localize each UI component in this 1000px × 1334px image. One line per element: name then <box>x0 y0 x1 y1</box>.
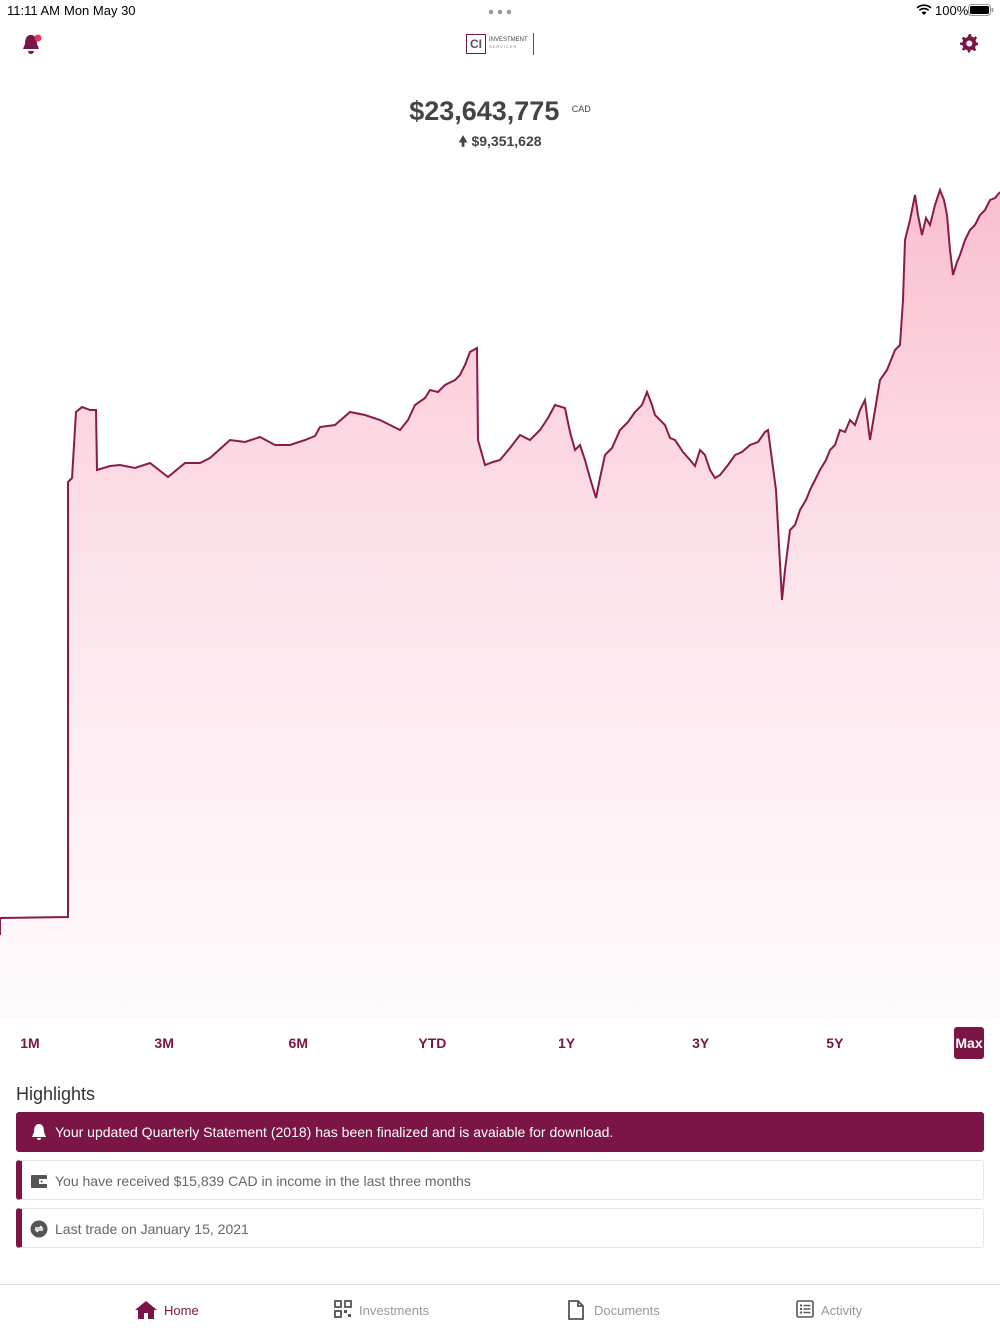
multitask-dots <box>488 9 512 15</box>
tab-bar-divider <box>0 1284 1000 1285</box>
notifications-button[interactable] <box>20 32 44 56</box>
logo-divider <box>533 33 534 55</box>
trade-icon <box>30 1220 48 1238</box>
logo-text: INVESTMENT <box>489 37 528 43</box>
range-button[interactable]: YTD <box>418 1035 447 1051</box>
tab-label: Investments <box>359 1303 430 1318</box>
settings-button[interactable] <box>959 33 979 53</box>
logo-subtext: SERVICES <box>489 44 518 49</box>
highlight-text: You have received $15,839 CAD in income … <box>55 1173 471 1189</box>
highlight-income[interactable]: You have received $15,839 CAD in income … <box>16 1160 984 1200</box>
documents-icon <box>568 1300 584 1320</box>
balance-amount: $23,643,775 <box>409 96 560 126</box>
balance-change-value: $9,351,628 <box>471 133 542 149</box>
performance-chart <box>0 187 1000 1020</box>
highlight-statement[interactable]: Your updated Quarterly Statement (2018) … <box>16 1112 984 1152</box>
investments-icon <box>334 1300 352 1318</box>
range-button[interactable]: 3M <box>154 1035 174 1051</box>
chart-area <box>0 190 1000 1020</box>
tab-label: Documents <box>594 1303 660 1318</box>
highlight-text: Last trade on January 15, 2021 <box>55 1221 249 1237</box>
home-icon <box>135 1301 157 1319</box>
range-button[interactable]: 1Y <box>558 1035 576 1051</box>
balance-currency: CAD <box>571 104 591 114</box>
chart-line <box>0 187 1000 935</box>
highlight-text: Your updated Quarterly Statement (2018) … <box>55 1124 614 1140</box>
tab-label: Home <box>164 1303 199 1318</box>
bell-icon <box>32 1124 46 1140</box>
status-time: 11:11 AM <box>7 3 60 18</box>
highlight-trade[interactable]: Last trade on January 15, 2021 <box>16 1208 984 1248</box>
range-button[interactable]: 3Y <box>692 1035 710 1051</box>
tab-documents[interactable]: Documents <box>568 1298 668 1324</box>
range-button[interactable]: 5Y <box>826 1035 844 1051</box>
status-date: Mon May 30 <box>64 3 136 18</box>
range-button[interactable]: 1M <box>20 1035 40 1051</box>
activity-icon <box>796 1300 814 1318</box>
highlights-title: Highlights <box>16 1084 96 1104</box>
battery-level: 100% <box>935 3 969 18</box>
battery-icon <box>968 4 994 16</box>
balance-change: 🠝 $9,351,628 <box>458 133 542 149</box>
range-button[interactable]: Max <box>954 1027 984 1059</box>
tab-home[interactable]: Home <box>135 1298 215 1324</box>
tab-investments[interactable]: Investments <box>334 1298 444 1324</box>
logo: CI INVESTMENT SERVICES <box>466 33 536 55</box>
balance-block: $23,643,775 CAD <box>0 96 1000 127</box>
wifi-icon <box>916 4 932 15</box>
tab-label: Activity <box>821 1303 863 1318</box>
logo-mark: CI <box>466 34 486 54</box>
range-button[interactable]: 6M <box>288 1035 308 1051</box>
wallet-icon <box>31 1175 47 1188</box>
tab-activity[interactable]: Activity <box>796 1298 876 1324</box>
